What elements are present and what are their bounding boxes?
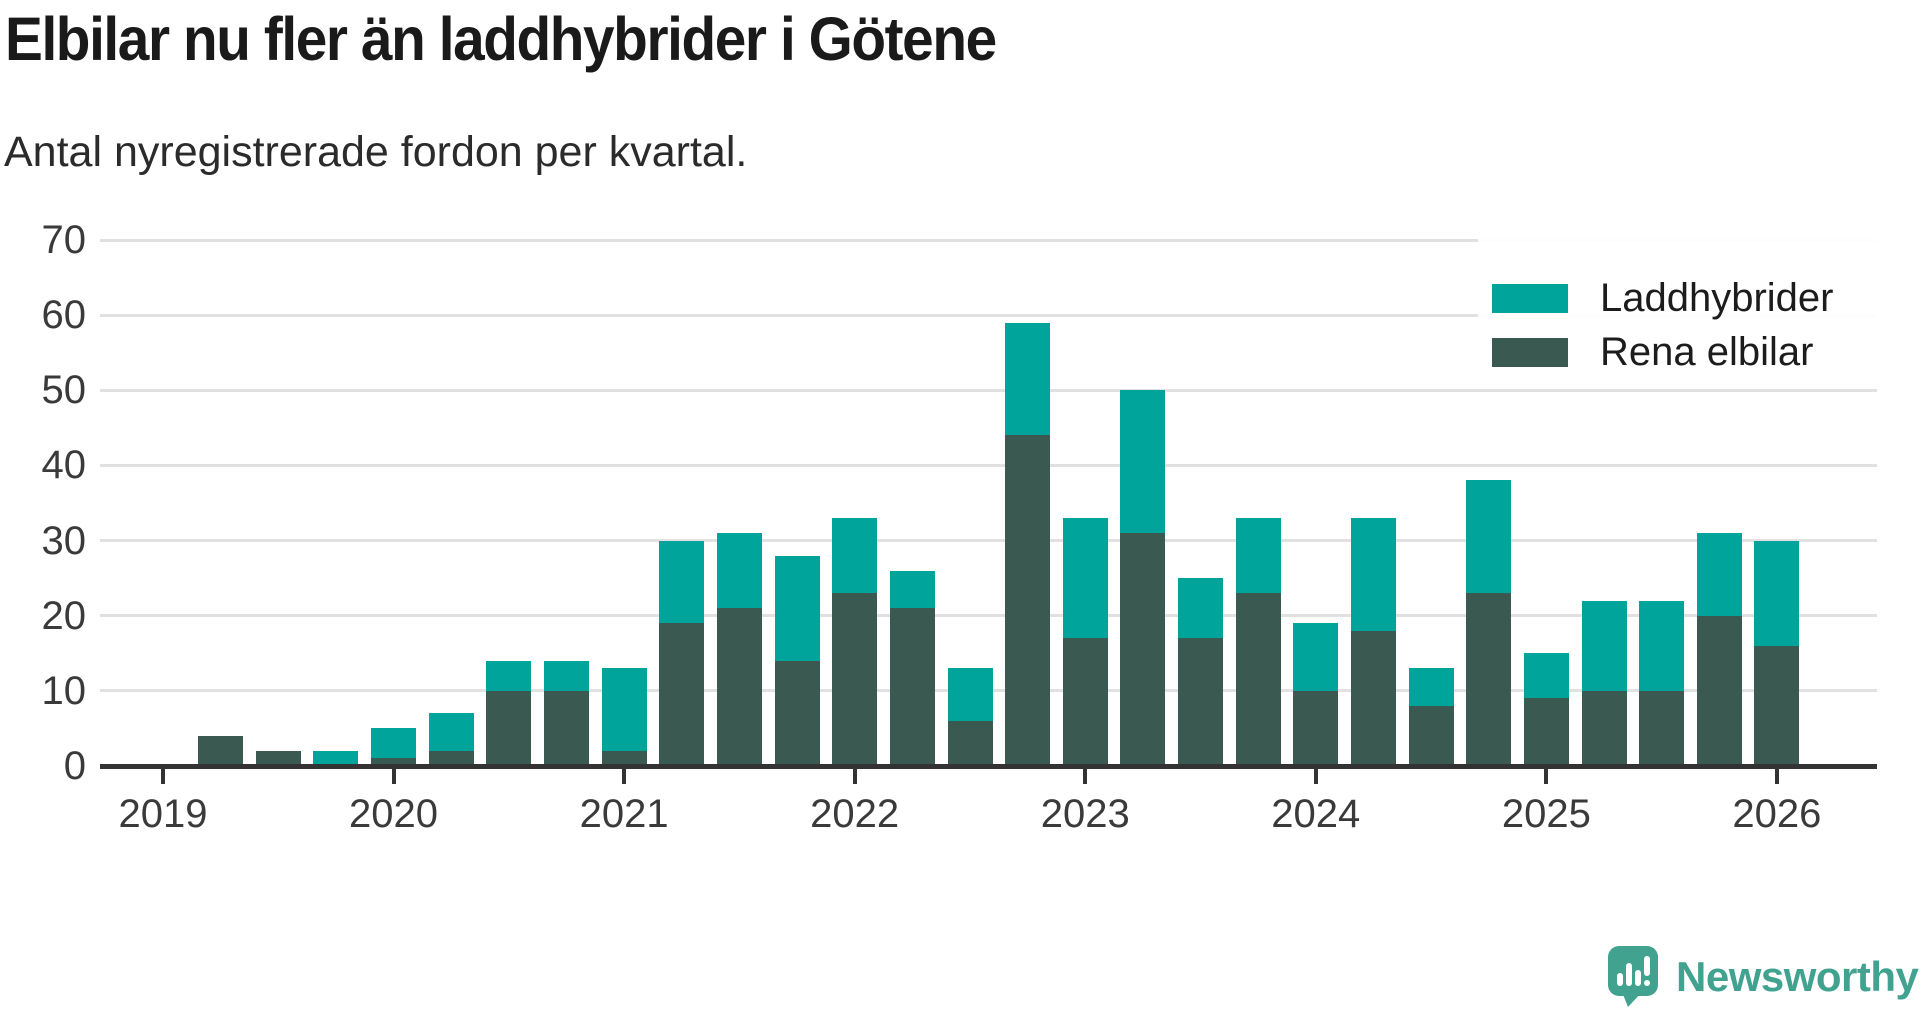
bar-segment-laddhybrider xyxy=(1350,518,1396,631)
legend-item: Laddhybrider xyxy=(1492,278,1834,318)
bar-segment-rena-elbilar xyxy=(1466,593,1512,766)
gridline-y-50 xyxy=(100,388,1877,392)
bar-segment-laddhybrider xyxy=(428,713,474,751)
x-axis-tick-label: 2021 xyxy=(579,792,669,836)
bar-segment-laddhybrider xyxy=(889,570,935,609)
bar-segment-rena-elbilar xyxy=(371,758,417,766)
bar-segment-laddhybrider xyxy=(659,540,705,624)
bar-segment-laddhybrider xyxy=(774,555,820,661)
bar-segment-rena-elbilar xyxy=(1696,615,1742,766)
x-axis-tick xyxy=(391,769,396,784)
x-axis-tick xyxy=(1774,769,1779,784)
bar-segment-laddhybrider xyxy=(1062,518,1108,639)
x-axis-tick-label: 2023 xyxy=(1040,792,1130,836)
x-axis-tick xyxy=(852,769,857,784)
bar-segment-rena-elbilar xyxy=(1178,638,1223,766)
bar-segment-rena-elbilar xyxy=(1639,690,1685,766)
bar-segment-rena-elbilar xyxy=(255,750,301,766)
legend-swatch-laddhybrider xyxy=(1492,283,1568,313)
x-axis-tick xyxy=(1313,769,1318,784)
bar-segment-rena-elbilar xyxy=(1350,630,1396,766)
bar-segment-rena-elbilar xyxy=(659,623,705,766)
bar-segment-laddhybrider xyxy=(1581,600,1627,691)
bar-segment-rena-elbilar xyxy=(889,608,935,766)
gridline-y-20 xyxy=(100,614,1877,618)
bar-segment-laddhybrider xyxy=(1523,653,1569,699)
bar-segment-laddhybrider xyxy=(1466,480,1512,594)
bar-segment-rena-elbilar xyxy=(428,750,474,766)
bar-segment-laddhybrider xyxy=(832,518,878,594)
bar-segment-laddhybrider xyxy=(1120,390,1166,534)
bar-segment-rena-elbilar xyxy=(1293,690,1339,766)
x-axis-tick xyxy=(1083,769,1088,784)
bar-segment-rena-elbilar xyxy=(601,750,647,766)
x-axis-line xyxy=(100,764,1877,769)
bar-segment-rena-elbilar xyxy=(1523,698,1569,766)
bar-segment-laddhybrider xyxy=(716,533,762,609)
bar-segment-laddhybrider xyxy=(1005,322,1051,436)
x-axis-tick xyxy=(622,769,627,784)
gridline-y-60 xyxy=(100,313,1877,317)
bar-segment-rena-elbilar xyxy=(198,735,244,766)
bar-segment-laddhybrider xyxy=(1235,518,1281,594)
bar-segment-rena-elbilar xyxy=(544,690,589,766)
y-axis-tick-label: 40 xyxy=(41,443,87,488)
bar-segment-rena-elbilar xyxy=(1754,645,1800,766)
newsworthy-brand: Newsworthy xyxy=(1608,946,1919,1008)
bar-segment-laddhybrider xyxy=(1754,540,1800,646)
bar-segment-rena-elbilar xyxy=(947,720,993,766)
gridline-y-40 xyxy=(100,463,1877,467)
bar-segment-laddhybrider xyxy=(544,660,589,691)
legend-label: Laddhybrider xyxy=(1600,276,1834,320)
bar-segment-rena-elbilar xyxy=(774,660,820,766)
legend-swatch-rena-elbilar xyxy=(1492,337,1568,367)
bar-segment-laddhybrider xyxy=(1639,600,1685,691)
gridline-y-70 xyxy=(100,238,1877,242)
legend-label: Rena elbilar xyxy=(1600,330,1814,374)
y-axis-tick-label: 50 xyxy=(41,368,87,413)
bar-segment-laddhybrider xyxy=(1696,533,1742,616)
y-axis-tick-label: 30 xyxy=(41,518,87,563)
bar-segment-laddhybrider xyxy=(313,750,359,766)
bar-segment-rena-elbilar xyxy=(716,608,762,766)
x-axis-tick-label: 2026 xyxy=(1732,792,1822,836)
legend-item: Rena elbilar xyxy=(1492,332,1813,372)
bar-segment-rena-elbilar xyxy=(1062,638,1108,766)
x-axis-tick-label: 2022 xyxy=(810,792,900,836)
bar-segment-laddhybrider xyxy=(1178,578,1223,639)
x-axis-tick-label: 2025 xyxy=(1501,792,1591,836)
bar-segment-rena-elbilar xyxy=(1120,533,1166,766)
bar-segment-rena-elbilar xyxy=(1235,593,1281,766)
bar-segment-laddhybrider xyxy=(601,668,647,751)
bar-segment-laddhybrider xyxy=(486,660,532,691)
x-axis-tick-label: 2020 xyxy=(349,792,439,836)
y-axis-tick-label: 20 xyxy=(41,593,87,638)
newsworthy-logo-icon xyxy=(1608,946,1658,1007)
gridline-y-30 xyxy=(100,539,1877,543)
x-axis-tick-label: 2024 xyxy=(1271,792,1361,836)
bar-segment-rena-elbilar xyxy=(1408,705,1454,766)
bar-segment-rena-elbilar xyxy=(1005,435,1051,766)
legend: Laddhybrider Rena elbilar xyxy=(1478,236,1902,388)
bar-segment-laddhybrider xyxy=(947,668,993,721)
x-axis-tick xyxy=(161,769,165,784)
bar-segment-rena-elbilar xyxy=(1581,690,1627,766)
bar-segment-rena-elbilar xyxy=(486,690,532,766)
bar-segment-laddhybrider xyxy=(371,728,417,759)
chart-title: Elbilar nu fler än laddhybrider i Götene xyxy=(5,5,997,73)
x-axis-tick-label: 2019 xyxy=(118,792,208,836)
bar-segment-laddhybrider xyxy=(1408,668,1454,706)
y-axis-tick-label: 0 xyxy=(63,744,86,788)
y-axis-tick-label: 10 xyxy=(41,668,87,713)
y-axis-tick-label: 60 xyxy=(41,293,87,338)
y-axis-tick-label: 70 xyxy=(41,218,87,262)
chart-subtitle: Antal nyregistrerade fordon per kvartal. xyxy=(4,128,748,176)
bar-segment-laddhybrider xyxy=(1293,623,1339,691)
x-axis-tick xyxy=(1544,769,1549,784)
newsworthy-wordmark: Newsworthy xyxy=(1676,953,1919,1000)
bar-segment-rena-elbilar xyxy=(832,593,878,766)
